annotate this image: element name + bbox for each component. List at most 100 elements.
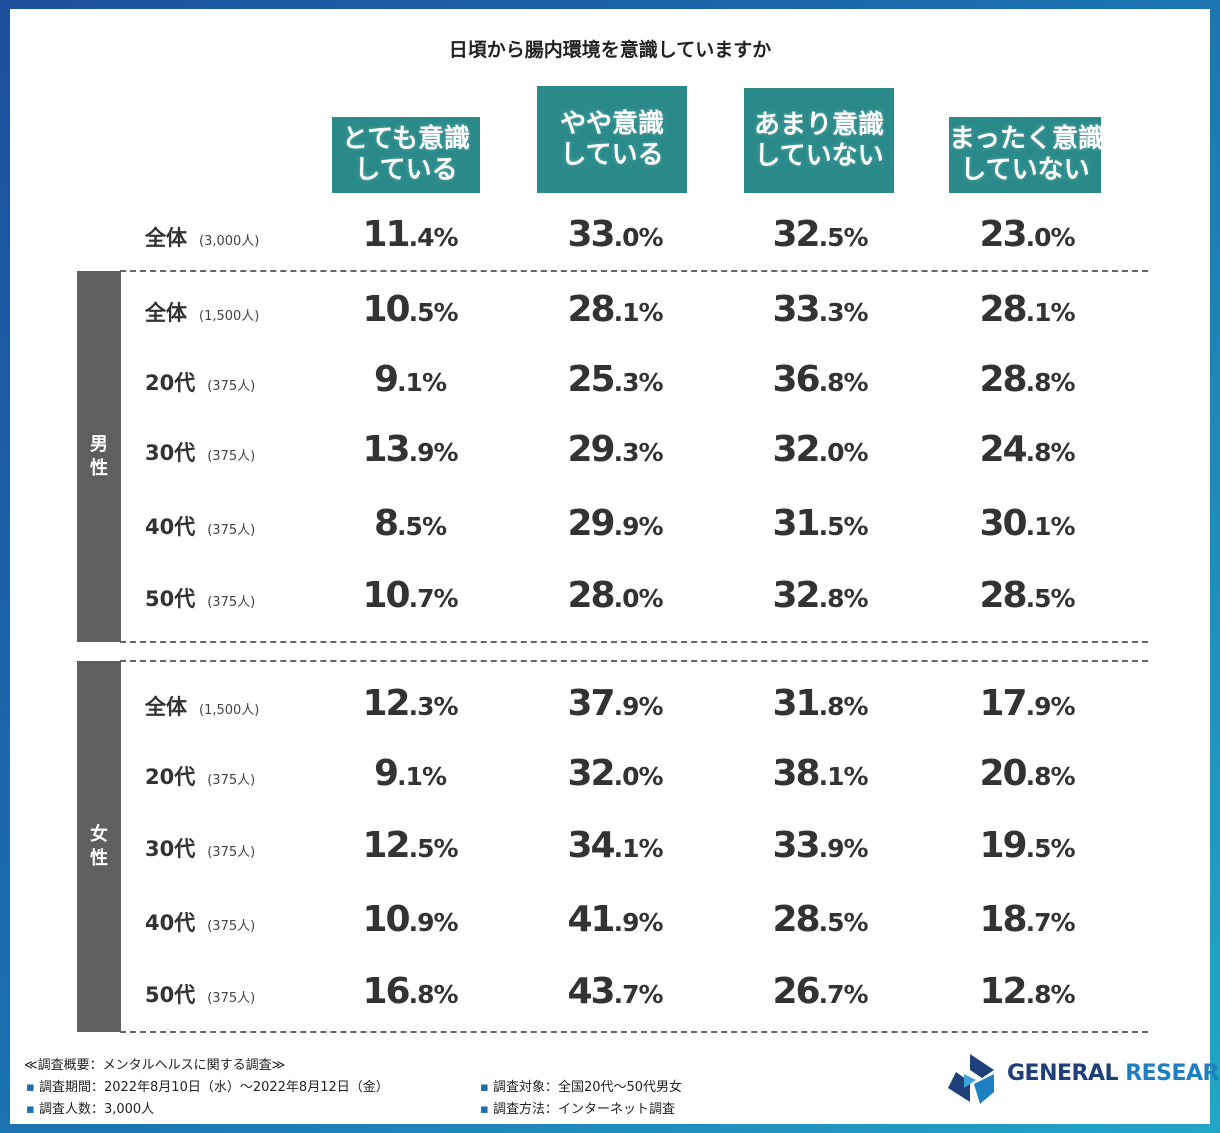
row-label-main: 50代 [145,587,196,611]
value-integer: 13 [362,429,410,470]
row-label-main: 全体 [145,301,187,325]
value-cell: 28.0% [530,575,700,616]
value-decimal: .7% [613,980,664,1009]
column-header-somewhat: やや意識 している [537,86,687,193]
logo-wordmark: GENERAL RESEARCH [1007,1061,1220,1086]
separator-line [120,660,1148,662]
row-label-count: (375人) [207,523,256,538]
group-label-char: 女 [90,823,108,845]
column-header-line1: あまり意識 [753,109,884,140]
row-label-main: 30代 [145,837,196,861]
value-cell: 9.1% [325,753,495,794]
value-integer: 38 [772,753,820,794]
value-integer: 25 [567,359,615,400]
group-label-char: 性 [90,457,108,479]
value-integer: 9 [373,753,399,794]
value-integer: 29 [567,503,615,544]
footer-method: ▪ 調査方法：インターネット調査 [480,1098,675,1117]
value-decimal: .3% [613,438,664,467]
value-decimal: .9% [613,908,664,937]
group-label-char: 性 [90,847,108,869]
value-decimal: .5% [1025,834,1076,863]
value-cell: 32.0% [530,753,700,794]
value-cell: 23.0% [942,214,1112,255]
value-cell: 12.8% [942,971,1112,1012]
value-decimal: .9% [613,692,664,721]
row-label-count: (375人) [207,919,256,934]
value-integer: 10 [362,899,410,940]
infographic-card: 日頃から腸内環境を意識していますか とても意識 している やや意識 している あ… [10,9,1210,1124]
column-header-line1: やや意識 [559,108,664,139]
logo-word-research: RESEARCH [1125,1061,1220,1086]
value-integer: 12 [979,971,1027,1012]
column-header-line2: している [560,139,664,170]
value-integer: 10 [362,289,410,330]
column-header-line1: まったく意識 [949,124,1104,154]
group-label-female: 女 性 [77,661,121,1032]
value-integer: 23 [979,214,1027,255]
value-decimal: .1% [613,298,664,327]
value-integer: 32 [772,214,820,255]
value-decimal: .0% [613,762,664,791]
value-cell: 9.1% [325,359,495,400]
value-decimal: .3% [408,692,459,721]
value-integer: 20 [979,753,1027,794]
value-cell: 32.5% [735,214,905,255]
footer-count: ▪ 調査人数：3,000人 [26,1098,154,1117]
value-cell: 29.9% [530,503,700,544]
value-cell: 43.7% [530,971,700,1012]
value-integer: 11 [362,214,410,255]
value-integer: 32 [567,753,615,794]
value-decimal: .5% [1025,584,1076,613]
value-cell: 33.3% [735,289,905,330]
row-label-count: (3,000人) [199,234,260,249]
value-integer: 18 [979,899,1027,940]
row-label: 全体 (1,500人) [145,297,259,327]
value-decimal: .1% [613,834,664,863]
value-decimal: .9% [408,908,459,937]
value-integer: 30 [979,503,1027,544]
value-integer: 28 [979,289,1027,330]
value-integer: 28 [567,575,615,616]
value-integer: 41 [567,899,615,940]
separator-line [120,270,1148,272]
footer-heading: ≪調査概要：メンタルヘルスに関する調査≫ [24,1058,286,1073]
bullet-icon: ▪ [480,1080,489,1095]
row-label-count: (375人) [207,379,256,394]
column-header-line2: していない [960,155,1090,185]
value-integer: 12 [362,683,410,724]
value-decimal: .0% [613,223,664,252]
value-decimal: .7% [408,584,459,613]
row-label-main: 50代 [145,983,196,1007]
row-label: 30代 (375人) [145,833,255,863]
value-decimal: .5% [408,834,459,863]
value-cell: 10.5% [325,289,495,330]
value-cell: 28.1% [530,289,700,330]
value-cell: 33.0% [530,214,700,255]
row-label-count: (1,500人) [199,309,260,324]
value-decimal: .9% [408,438,459,467]
value-integer: 17 [979,683,1027,724]
row-label-main: 全体 [145,226,187,250]
value-cell: 28.5% [942,575,1112,616]
footer-count-text: 調査人数：3,000人 [38,1102,155,1117]
row-label-count: (375人) [207,595,256,610]
row-label-count: (375人) [207,773,256,788]
value-integer: 33 [567,214,615,255]
footer-period: ▪ 調査期間：2022年8月10日（水）〜2022年8月12日（金） [26,1076,389,1095]
value-decimal: .5% [818,223,869,252]
value-cell: 25.3% [530,359,700,400]
logo-word-general: GENERAL [1007,1061,1119,1086]
row-label: 50代 (375人) [145,979,255,1009]
value-cell: 36.8% [735,359,905,400]
row-label-main: 30代 [145,441,196,465]
page-title: 日頃から腸内環境を意識していますか [448,39,772,61]
value-integer: 34 [567,825,615,866]
value-decimal: .8% [1025,762,1076,791]
value-integer: 16 [362,971,410,1012]
value-decimal: .0% [1025,223,1076,252]
row-label-main: 20代 [145,765,196,789]
value-cell: 8.5% [325,503,495,544]
row-label: 40代 (375人) [145,907,255,937]
value-decimal: .9% [1025,692,1076,721]
